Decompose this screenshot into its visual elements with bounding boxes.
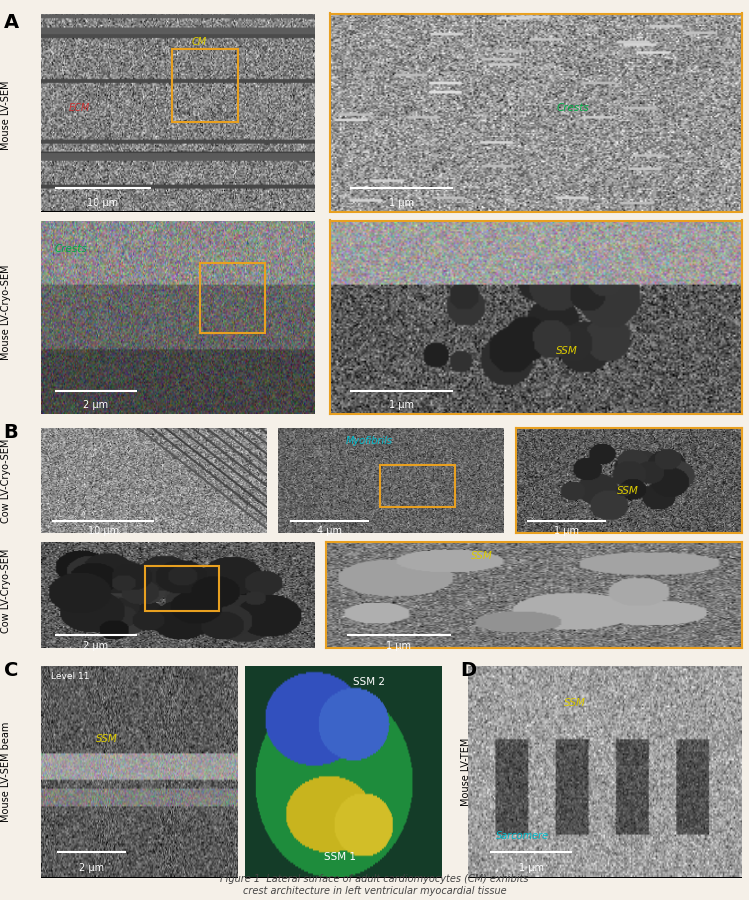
Bar — [200, 263, 265, 333]
Bar — [380, 464, 455, 507]
Text: 10 μm: 10 μm — [88, 526, 119, 536]
Text: Cow LV-Cryo-SEM: Cow LV-Cryo-SEM — [1, 438, 11, 523]
Text: Sarcomere: Sarcomere — [496, 831, 548, 841]
Text: A: A — [4, 14, 19, 32]
Text: SSM: SSM — [96, 734, 118, 743]
Text: CM: CM — [192, 37, 207, 48]
Text: Mouse LV-Cryo-SEM: Mouse LV-Cryo-SEM — [1, 265, 11, 361]
Text: 2 μm: 2 μm — [83, 400, 109, 410]
Text: Mouse LV-TEM: Mouse LV-TEM — [461, 738, 471, 806]
Text: 2 μm: 2 μm — [83, 641, 109, 651]
Text: 2 μm: 2 μm — [79, 863, 104, 873]
Text: B: B — [4, 423, 19, 442]
Text: 4 μm: 4 μm — [317, 526, 342, 536]
Text: Crests: Crests — [556, 103, 589, 112]
Text: D: D — [461, 662, 477, 680]
Text: Mouse LV-SEM beam: Mouse LV-SEM beam — [1, 722, 11, 822]
Text: ECM: ECM — [69, 103, 90, 112]
Text: Cow LV-Cryo-SEM: Cow LV-Cryo-SEM — [1, 548, 11, 633]
Text: SSM 1: SSM 1 — [324, 852, 356, 862]
Text: SSM: SSM — [556, 346, 578, 356]
Text: Mouse LV-SEM: Mouse LV-SEM — [1, 80, 11, 149]
Bar — [145, 565, 219, 611]
Text: SSM: SSM — [471, 551, 493, 561]
Text: 10 μm: 10 μm — [87, 198, 118, 208]
Text: 1 μm: 1 μm — [518, 863, 544, 873]
Text: SSM: SSM — [564, 698, 586, 707]
Text: SSM: SSM — [617, 486, 639, 496]
Bar — [172, 50, 238, 122]
Text: C: C — [4, 662, 18, 680]
Text: 1 μm: 1 μm — [386, 641, 411, 651]
Text: Figure 1  Lateral surface of adult cardiomyocytes (CM) exhibits
crest architectu: Figure 1 Lateral surface of adult cardio… — [220, 874, 529, 896]
Text: 1 μm: 1 μm — [389, 198, 414, 208]
Text: 1 μm: 1 μm — [554, 526, 579, 536]
Text: SSM 2: SSM 2 — [354, 677, 386, 687]
Text: Myofibrils: Myofibrils — [346, 436, 393, 446]
Text: Crests: Crests — [55, 244, 88, 254]
Text: 1 μm: 1 μm — [389, 400, 414, 410]
Text: Level 11: Level 11 — [51, 672, 90, 681]
